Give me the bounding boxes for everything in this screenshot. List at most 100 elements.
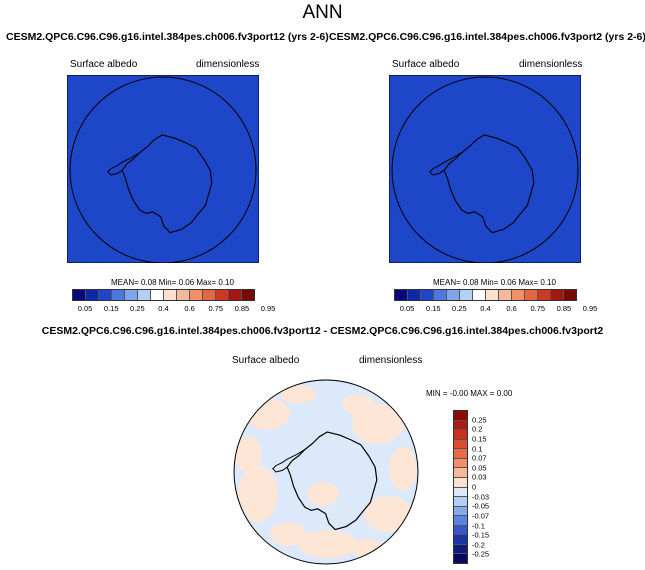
colorbar-swatch [177,290,190,300]
colorbar-swatch [454,458,467,469]
colorbar-swatch [454,497,467,507]
colorbar-tick-label: 0.85 [234,304,250,313]
colorbar-tick-label: 0.15 [425,304,441,313]
panel-1-units: dimensionless [196,59,260,70]
colorbar-swatch [112,290,125,300]
colorbar-swatch [421,290,434,300]
colorbar-swatch [538,290,551,300]
colorbar-tick-label: -0.07 [472,511,490,521]
colorbar-tick-label: 0.85 [556,304,572,313]
colorbar-swatch [138,290,151,300]
colorbar-tick-label: 0.05 [472,463,487,473]
diff-panel-variable: Surface albedo [232,355,300,366]
panel-1-variable: Surface albedo [70,59,138,70]
panel-2-coastline [429,134,535,234]
colorbar-tick-label: 0.4 [480,304,491,313]
anomaly-patch [307,482,339,506]
diff-panel-map [233,379,419,565]
colorbar-tick-label: 0.75 [530,304,546,313]
colorbar-swatch [454,411,467,421]
diff-panel-title: CESM2.QPC6.C96.C96.g16.intel.384pes.ch00… [41,325,604,337]
colorbar-swatch [395,290,408,300]
colorbar-swatch [454,477,467,488]
colorbar-tick-label: 0.15 [472,434,487,444]
colorbar-tick-label: -0.25 [472,549,490,559]
colorbar-swatch [512,290,525,300]
colorbar-tick-label: 0.03 [472,472,487,482]
anomaly-patch [270,522,306,546]
colorbar-swatch [447,290,460,300]
colorbar-swatch [190,290,203,300]
panel-2-title: CESM2.QPC6.C96.C96.g16.intel.384pes.ch00… [329,31,645,43]
colorbar-swatch [454,439,467,450]
colorbar-swatch [216,290,229,300]
panel-2-variable: Surface albedo [392,59,460,70]
colorbar-tick-label: -0.15 [472,530,490,540]
colorbar-swatch [408,290,421,300]
colorbar-swatch [454,468,467,478]
colorbar-swatch [151,290,164,300]
diff-colorbar-labels: 0.25 0.2 0.15 0.1 0.07 0.05 0.03 0 -0.03 -0.05 -0.… [472,410,512,564]
colorbar-tick-label: -0.03 [472,492,490,502]
anomaly-patch [352,539,384,559]
colorbar-tick-label: -0.2 [472,540,485,550]
anomaly-patch [298,530,358,558]
colorbar-swatch [203,290,216,300]
colorbar-swatch [242,290,254,300]
anomaly-patch [246,398,290,430]
colorbar-swatch [125,290,138,300]
colorbar-tick-label: 0.05 [399,304,415,313]
colorbar-swatch [525,290,538,300]
colorbar-swatch [460,290,473,300]
colorbar-tick-label: 0.95 [260,304,276,313]
anomaly-patch [389,447,417,491]
colorbar-swatch [564,290,576,300]
colorbar-tick-label: 0.6 [184,304,195,313]
panel-1-title: CESM2.QPC6.C96.C96.g16.intel.384pes.ch00… [6,31,329,43]
colorbar-swatch [551,290,564,300]
colorbar-tick-label: 0.15 [103,304,119,313]
colorbar-swatch [229,290,242,300]
colorbar-swatch [434,290,447,300]
panel-2-units: dimensionless [519,59,583,70]
colorbar-swatch [454,420,467,431]
colorbar-swatch [499,290,512,300]
colorbar-tick-label: 0.25 [472,415,487,425]
panel-2-colorbar [394,289,577,301]
colorbar-swatch [454,535,467,545]
colorbar-swatch [473,290,486,300]
anomaly-patch [364,496,412,532]
colorbar-swatch [454,487,467,498]
colorbar-swatch [454,554,467,563]
colorbar-tick-label: 0.05 [77,304,93,313]
anomaly-patch [280,385,316,403]
panel-1-stats: MEAN= 0.08 Min= 0.06 Max= 0.10 [111,278,234,287]
colorbar-swatch [454,516,467,526]
diff-panel-coastline [272,431,378,531]
panel-2-map [389,75,581,263]
anomaly-patch [238,466,278,522]
colorbar-tick-label: 0.25 [130,304,145,313]
colorbar-swatch [454,544,467,555]
colorbar-tick-label: 0.25 [452,304,467,313]
colorbar-swatch [454,525,467,536]
colorbar-tick-label: 0.2 [472,424,483,434]
panel-1-colorbar [72,289,255,301]
colorbar-tick-label: 0.4 [158,304,169,313]
diff-panel-units: dimensionless [359,355,423,366]
colorbar-swatch [73,290,86,300]
diff-colorbar [453,410,468,564]
colorbar-tick-label: -0.05 [472,501,490,511]
panel-1-coastline [107,134,213,234]
anomaly-patch [234,436,262,472]
colorbar-tick-label: 0.6 [506,304,517,313]
panel-1-map [67,75,259,263]
colorbar-tick-label: 0.75 [208,304,224,313]
colorbar-tick-label: 0.1 [472,444,483,453]
colorbar-swatch [164,290,177,300]
colorbar-swatch [99,290,112,300]
anomaly-patch [342,394,374,414]
colorbar-swatch [454,430,467,440]
page-title: ANN [302,2,343,23]
colorbar-swatch [454,506,467,517]
